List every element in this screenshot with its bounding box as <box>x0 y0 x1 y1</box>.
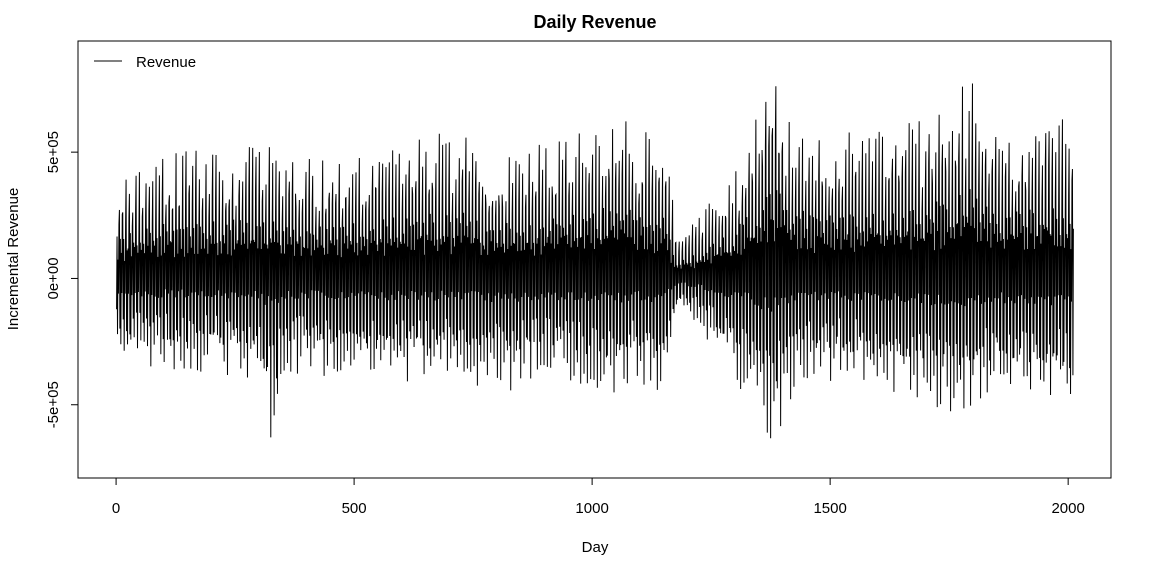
series-line-revenue <box>116 83 1074 439</box>
x-tick-label-1500: 1500 <box>813 500 846 517</box>
y-tick-label-1: 0e+00 <box>45 257 62 299</box>
legend: Revenue <box>94 54 196 71</box>
x-tick-label-1000: 1000 <box>575 500 608 517</box>
y-axis-title: Incremental Revenue <box>5 188 22 331</box>
x-tick-label-2000: 2000 <box>1051 500 1084 517</box>
x-axis: 0 500 1000 1500 2000 <box>112 477 1085 517</box>
y-tick-label-0: -5e+05 <box>45 381 62 428</box>
y-axis: -5e+05 0e+00 5e+05 <box>45 131 79 428</box>
x-axis-title: Day <box>582 539 609 556</box>
series-revenue <box>116 83 1074 439</box>
x-tick-label-0: 0 <box>112 500 120 517</box>
y-tick-label-2: 5e+05 <box>45 131 62 173</box>
chart-title: Daily Revenue <box>533 12 656 32</box>
legend-label-revenue: Revenue <box>136 54 196 71</box>
x-tick-label-500: 500 <box>342 500 367 517</box>
